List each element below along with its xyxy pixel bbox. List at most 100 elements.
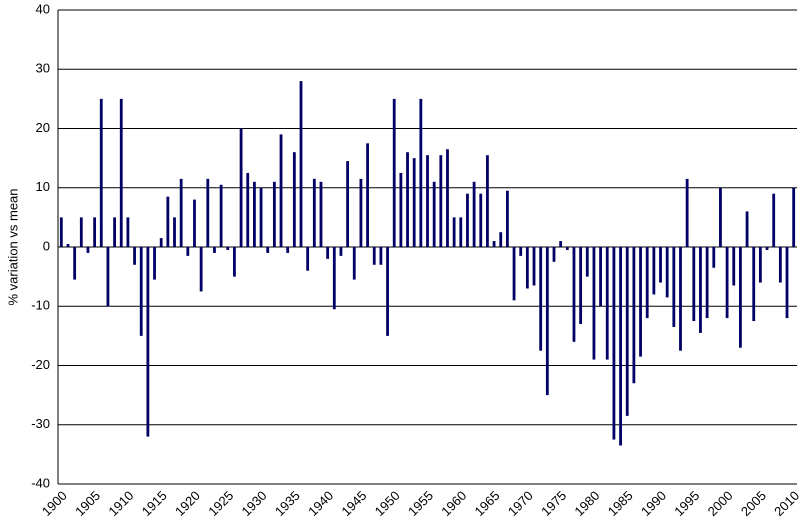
bar — [119, 98, 123, 247]
bar — [259, 187, 263, 247]
bar — [359, 178, 363, 247]
bar — [153, 247, 156, 280]
bar — [599, 247, 602, 307]
bar — [559, 241, 563, 247]
bar — [719, 187, 722, 247]
x-tick-label: 1995 — [671, 488, 702, 519]
bar — [466, 193, 469, 247]
bar — [652, 247, 656, 295]
bar — [419, 98, 423, 247]
x-tick-label: 1990 — [638, 488, 669, 519]
bar — [679, 247, 682, 351]
bar — [585, 247, 589, 277]
bar — [199, 247, 203, 292]
bar — [572, 247, 576, 342]
bar — [705, 247, 709, 319]
x-tick-label: 1925 — [205, 488, 236, 519]
y-tick-label: 0 — [43, 238, 50, 253]
bar — [233, 247, 236, 277]
bar — [299, 81, 303, 247]
x-tick-label: 1965 — [472, 488, 503, 519]
x-tick-label: 1945 — [338, 488, 369, 519]
bar — [452, 217, 456, 247]
bar — [406, 152, 409, 247]
bar — [752, 247, 756, 322]
y-tick-label: 20 — [36, 120, 50, 135]
bar — [532, 247, 536, 286]
bar — [659, 247, 662, 283]
bar — [332, 247, 336, 310]
bar — [253, 181, 256, 247]
bar — [579, 247, 583, 325]
y-tick-label: -40 — [31, 475, 50, 490]
bar — [672, 247, 676, 327]
bar — [272, 181, 276, 247]
x-tick-label: 1930 — [239, 488, 270, 519]
bar — [239, 128, 243, 247]
bar — [565, 247, 569, 250]
bar — [592, 247, 596, 360]
bar — [725, 247, 729, 319]
bar — [312, 178, 316, 247]
x-tick-label: 1905 — [72, 488, 103, 519]
bar — [126, 217, 130, 247]
bar — [778, 247, 782, 283]
x-tick-label: 1940 — [305, 488, 336, 519]
bar — [193, 199, 196, 247]
bar — [512, 247, 516, 301]
bar — [399, 172, 403, 247]
x-tick-label: 1935 — [272, 488, 303, 519]
bar — [279, 134, 283, 247]
bar — [739, 247, 742, 348]
x-tick-label: 1970 — [505, 488, 536, 519]
bar — [645, 247, 649, 319]
y-tick-label: 30 — [36, 61, 50, 76]
bar — [379, 247, 383, 265]
bar — [619, 247, 622, 446]
y-tick-label: 10 — [36, 179, 50, 194]
bar — [372, 247, 376, 265]
bar — [206, 178, 210, 247]
bar — [539, 247, 543, 351]
bar — [352, 247, 356, 280]
bar — [266, 247, 270, 253]
bar — [73, 247, 77, 280]
bar — [519, 247, 523, 256]
bar — [106, 247, 110, 307]
bar — [459, 217, 463, 247]
bar — [219, 184, 223, 247]
bar — [639, 247, 642, 357]
bar — [486, 155, 489, 247]
bar — [286, 247, 290, 253]
bar — [745, 211, 749, 247]
x-tick-label: 1955 — [405, 488, 436, 519]
bar — [426, 155, 429, 247]
bar — [632, 247, 636, 384]
bar — [525, 247, 529, 289]
y-tick-label: 40 — [36, 1, 50, 16]
bar — [412, 158, 416, 247]
bar — [246, 172, 250, 247]
bar — [685, 178, 689, 247]
bar — [173, 217, 176, 247]
bar — [99, 98, 103, 247]
x-tick-label: 1960 — [438, 488, 469, 519]
bar — [339, 247, 343, 256]
bar — [772, 193, 776, 247]
bar — [732, 247, 736, 286]
bar — [386, 247, 389, 336]
bar — [159, 238, 163, 247]
bar — [552, 247, 556, 262]
bar — [93, 217, 97, 247]
y-tick-label: -20 — [31, 357, 50, 372]
bar — [612, 247, 616, 440]
bar — [186, 247, 190, 256]
x-tick-label: 1975 — [538, 488, 569, 519]
x-tick-label: 1985 — [605, 488, 636, 519]
x-tick-label: 2000 — [705, 488, 736, 519]
bar — [545, 247, 549, 396]
bar — [765, 247, 769, 250]
bar — [625, 247, 629, 416]
bar — [133, 247, 136, 265]
